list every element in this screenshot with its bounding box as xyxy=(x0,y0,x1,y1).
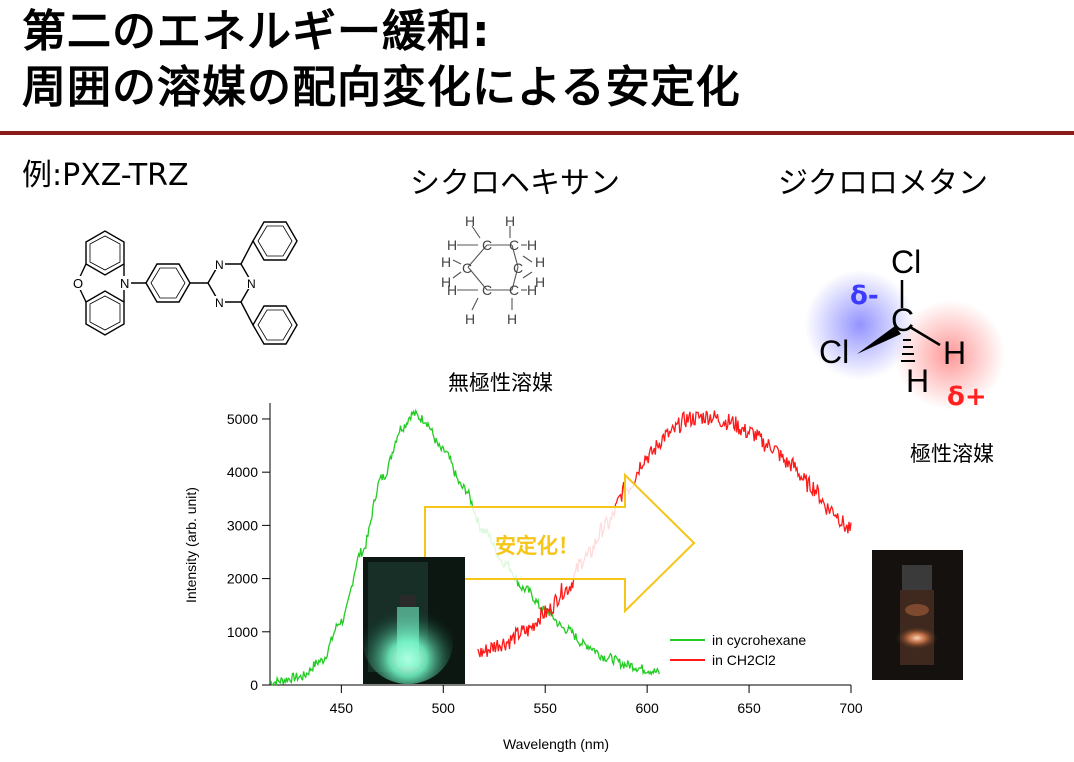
series-line-1 xyxy=(477,410,852,658)
cyclo-h-10: H xyxy=(527,282,537,298)
title-line-1: 第二のエネルギー緩和: xyxy=(22,6,491,57)
cyclo-c-3: C xyxy=(513,260,523,276)
cyclo-c-5: C xyxy=(482,282,492,298)
dichloromethane-structure: Cl C Cl H H δ- δ+ xyxy=(805,244,1005,412)
polar-solvent-label: 極性溶媒 xyxy=(910,442,994,466)
pxz-oxygen: O xyxy=(73,276,83,291)
cyclo-h-3: H xyxy=(447,237,457,253)
y-tick-label: 5000 xyxy=(227,411,258,427)
cyclo-h-8: H xyxy=(535,274,545,290)
triazine-n-2: N xyxy=(215,296,224,310)
x-tick-label: 500 xyxy=(432,700,456,716)
dichloromethane-cuvette-photo xyxy=(872,550,963,680)
x-tick-label: 550 xyxy=(534,700,558,716)
dcm-h-bottom: H xyxy=(906,363,929,399)
dichloromethane-label: ジクロロメタン xyxy=(778,166,988,201)
legend-label-dichloromethane: in CH2Cl2 xyxy=(712,652,776,668)
legend-label-cyclohexane: in cycrohexane xyxy=(712,632,806,648)
dcm-h-right: H xyxy=(943,335,966,371)
chart-axes: 450 500 550 600 650 700 0 1000 2000 3000 4000 5000 xyxy=(227,403,863,716)
triazine-n-3: N xyxy=(247,277,256,291)
pxz-nitrogen: N xyxy=(120,276,129,291)
x-axis-label: Wavelength (nm) xyxy=(503,736,609,752)
y-tick-label: 1000 xyxy=(227,624,258,640)
dcm-cl-left: Cl xyxy=(819,334,849,370)
cyclo-h-12: H xyxy=(507,311,517,327)
emission-spectrum-chart: 450 500 550 600 650 700010002000300040005000 … xyxy=(183,403,863,752)
dcm-carbon: C xyxy=(891,302,914,338)
cyclohexane-cuvette-photo xyxy=(363,557,465,684)
cyclo-h-11: H xyxy=(465,311,475,327)
cyclohexane-structure: C C C C C C H H H H H H H H H H H H xyxy=(441,213,545,327)
cyclo-h-6: H xyxy=(535,254,545,270)
cyclo-c-2: C xyxy=(509,237,519,253)
title-line-2: 周囲の溶媒の配向変化による安定化 xyxy=(22,62,741,113)
pxz-trz-structure: O N N N N xyxy=(70,221,298,345)
triazine-n-1: N xyxy=(215,258,224,272)
y-axis-label: Intensity (arb. unit) xyxy=(183,487,199,603)
series-line-0 xyxy=(269,408,661,686)
example-label: 例:PXZ-TRZ xyxy=(22,158,189,193)
stabilization-label: 安定化！ xyxy=(495,534,579,558)
delta-plus: δ+ xyxy=(947,382,987,412)
cyclo-h-1: H xyxy=(465,213,475,229)
title-divider xyxy=(0,131,1074,135)
slide-title: 第二のエネルギー緩和: 周囲の溶媒の配向変化による安定化 xyxy=(22,4,1062,116)
x-tick-label: 450 xyxy=(330,700,354,716)
y-tick-label: 2000 xyxy=(227,571,258,587)
x-tick-label: 650 xyxy=(737,700,761,716)
cyclohexane-label: シクロヘキサン xyxy=(410,166,620,201)
stabilization-arrow: 安定化！ xyxy=(424,472,696,614)
x-tick-label: 700 xyxy=(839,700,863,716)
cyclo-c-4: C xyxy=(509,282,519,298)
cyclo-h-4: H xyxy=(527,237,537,253)
cyclo-h-2: H xyxy=(505,213,515,229)
cyclo-h-9: H xyxy=(447,282,457,298)
cyclo-h-5: H xyxy=(441,254,451,270)
cyclo-c-6: C xyxy=(462,260,472,276)
chart-series xyxy=(269,408,852,686)
x-tick-label: 600 xyxy=(635,700,659,716)
delta-minus: δ- xyxy=(850,281,879,311)
dcm-cl-top: Cl xyxy=(891,244,921,280)
nonpolar-solvent-label: 無極性溶媒 xyxy=(448,371,553,395)
y-tick-label: 4000 xyxy=(227,464,258,480)
cyclo-c-1: C xyxy=(482,237,492,253)
cyclo-h-7: H xyxy=(441,274,451,290)
y-tick-label: 0 xyxy=(250,677,258,693)
y-tick-label: 3000 xyxy=(227,517,258,533)
chart-legend: in cycrohexane in CH2Cl2 xyxy=(670,632,806,668)
